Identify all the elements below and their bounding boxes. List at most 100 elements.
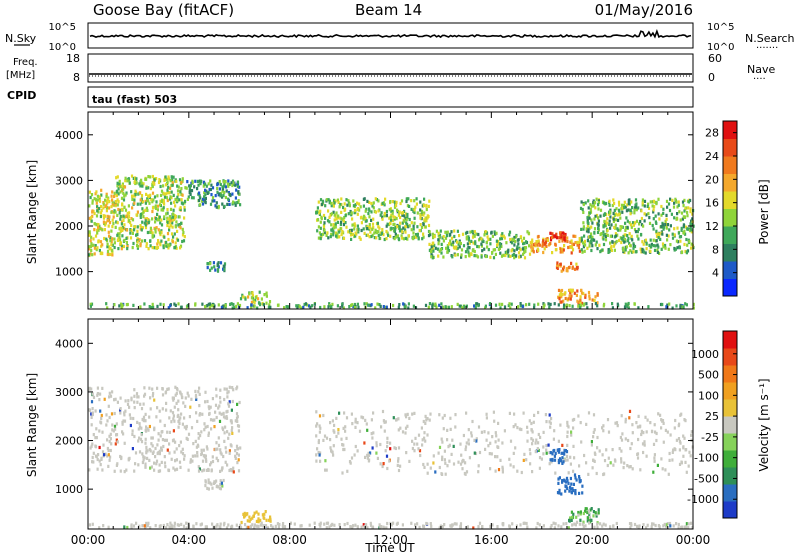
- range-gate-cell: [106, 245, 109, 249]
- freq-label-line2: [MHz]: [6, 70, 35, 81]
- range-gate-cell: [469, 252, 472, 256]
- range-gate-cell: [133, 469, 136, 473]
- range-gate-cell: [431, 232, 434, 236]
- range-gate-cell: [565, 454, 569, 458]
- range-gate-cell: [485, 240, 488, 244]
- range-gate-cell: [316, 422, 319, 426]
- range-gate-cell: [680, 525, 684, 529]
- range-gate-cell: [115, 438, 118, 442]
- range-gate-cell: [389, 218, 393, 222]
- range-gate-cell: [166, 448, 169, 452]
- range-gate-cell: [460, 255, 463, 259]
- range-gate-cell: [420, 426, 423, 430]
- range-gate-cell: [187, 468, 190, 472]
- range-gate-cell: [480, 244, 483, 248]
- range-gate-cell: [375, 441, 378, 445]
- range-gate-cell: [379, 442, 382, 447]
- range-gate-cell: [416, 522, 419, 526]
- range-gate-cell: [202, 448, 205, 452]
- range-gate-cell: [271, 525, 274, 529]
- range-gate-cell: [344, 207, 347, 211]
- range-gate-cell: [497, 421, 500, 425]
- range-gate-cell: [419, 223, 422, 227]
- range-gate-cell: [581, 207, 584, 212]
- range-gate-cell: [572, 444, 575, 448]
- range-gate-cell: [395, 204, 398, 208]
- range-gate-cell: [652, 522, 655, 526]
- range-gate-cell: [153, 468, 156, 472]
- range-gate-cell: [562, 235, 565, 239]
- range-gate-cell: [386, 436, 389, 440]
- range-gate-cell: [94, 454, 98, 458]
- range-gate-cell: [591, 238, 594, 242]
- range-gate-cell: [367, 211, 370, 216]
- range-gate-cell: [473, 254, 476, 258]
- range-gate-cell: [496, 525, 499, 529]
- range-gate-cell: [660, 213, 663, 217]
- range-gate-cell: [328, 220, 331, 224]
- range-gate-cell: [510, 249, 513, 253]
- range-gate-cell: [265, 301, 268, 305]
- range-gate-cell: [616, 233, 619, 237]
- range-gate-cell: [677, 203, 680, 207]
- range-gate-cell: [144, 199, 147, 203]
- range-gate-cell: [110, 243, 113, 247]
- range-gate-cell: [94, 192, 97, 196]
- range-gate-cell: [588, 516, 591, 520]
- range-gate-cell: [196, 419, 199, 423]
- range-gate-cell: [177, 408, 180, 412]
- range-gate-cell: [627, 202, 630, 206]
- range-gate-cell: [99, 409, 102, 413]
- range-gate-cell: [203, 468, 206, 472]
- range-gate-cell: [98, 445, 101, 450]
- range-gate-cell: [381, 215, 384, 219]
- range-gate-cell: [597, 207, 600, 211]
- range-gate-cell: [552, 437, 555, 441]
- colorbar-tick-label: 28: [705, 127, 719, 140]
- range-gate-cell: [112, 215, 115, 219]
- range-gate-cell: [676, 226, 679, 230]
- range-gate-cell: [399, 221, 402, 225]
- range-gate-cell: [450, 236, 454, 240]
- range-gate-cell: [549, 238, 553, 242]
- range-gate-cell: [252, 514, 255, 518]
- range-gate-cell: [652, 244, 655, 248]
- range-gate-cell: [492, 410, 495, 414]
- range-gate-cell: [247, 525, 250, 529]
- range-gate-cell: [418, 525, 421, 529]
- range-gate-cell: [100, 193, 103, 197]
- range-gate-cell: [113, 191, 116, 195]
- range-gate-cell: [341, 471, 344, 475]
- range-gate-cell: [107, 230, 110, 234]
- range-gate-cell: [211, 522, 214, 526]
- range-gate-cell: [214, 410, 217, 414]
- range-gate-cell: [382, 462, 385, 466]
- range-gate-cell: [609, 226, 612, 230]
- range-gate-cell: [174, 204, 177, 208]
- range-gate-cell: [586, 519, 589, 523]
- range-gate-cell: [180, 180, 183, 185]
- range-gate-cell: [372, 206, 375, 210]
- range-gate-cell: [528, 419, 531, 423]
- range-gate-cell: [601, 453, 604, 457]
- range-gate-cell: [141, 460, 144, 465]
- range-gate-cell: [441, 525, 444, 529]
- range-gate-cell: [652, 217, 655, 221]
- range-gate-cell: [111, 200, 114, 204]
- range-gate-cell: [420, 212, 424, 216]
- range-gate-cell: [502, 234, 505, 238]
- cpid-label: CPID: [7, 89, 36, 102]
- range-gate-cell: [237, 453, 240, 457]
- range-gate-cell: [107, 448, 110, 453]
- range-gate-cell: [371, 233, 374, 237]
- range-gate-cell: [405, 218, 408, 222]
- range-gate-cell: [246, 519, 249, 523]
- range-gate-cell: [571, 242, 574, 246]
- range-gate-cell: [218, 187, 221, 191]
- range-gate-cell: [197, 469, 201, 473]
- range-gate-cell: [415, 197, 418, 201]
- range-gate-cell: [595, 471, 598, 476]
- colorbar-segment: [723, 121, 737, 139]
- range-gate-cell: [253, 304, 256, 308]
- range-gate-cell: [421, 443, 424, 447]
